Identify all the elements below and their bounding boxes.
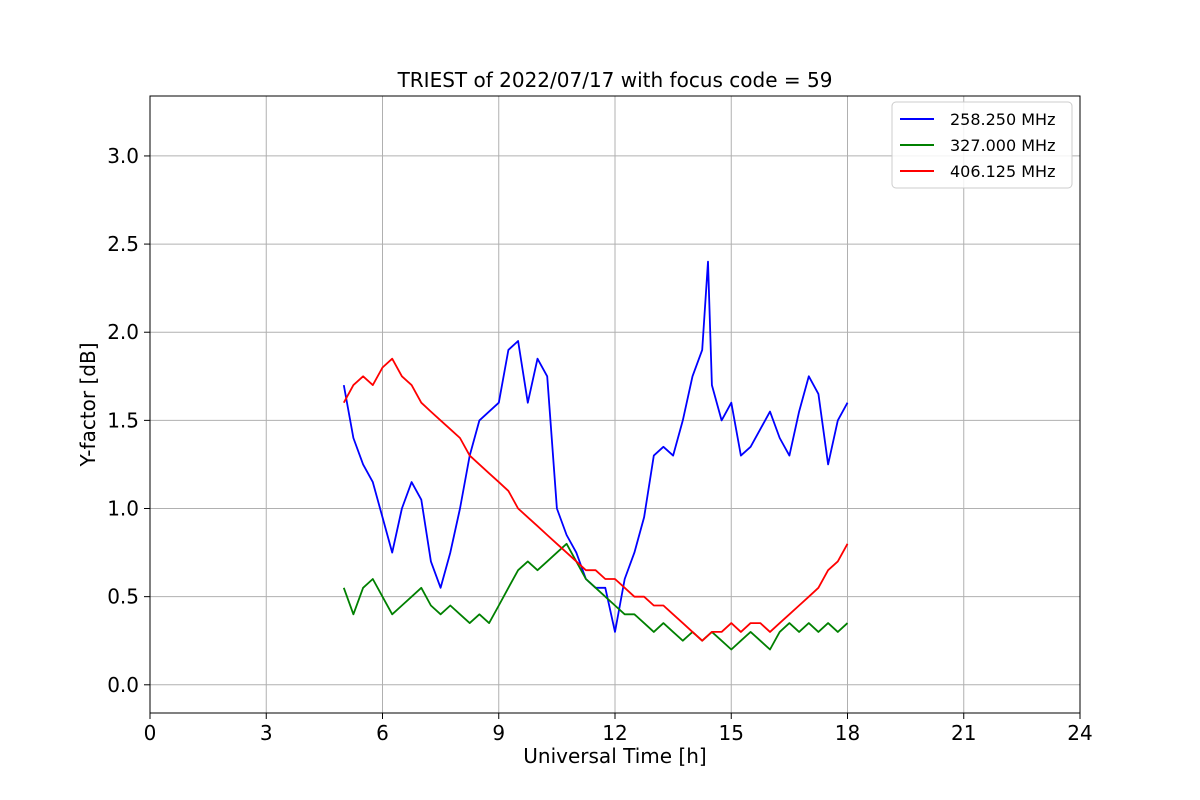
- legend: 258.250 MHz 327.000 MHz 406.125 MHz: [891, 101, 1073, 189]
- y-tick-label: 2.5: [107, 232, 139, 256]
- legend-label-3: 406.125 MHz: [950, 162, 1055, 181]
- y-axis-ticks: 0.0 0.5 1.0 1.5 2.0 2.5 3.0: [107, 144, 150, 697]
- y-tick-label: 0.0: [107, 673, 139, 697]
- legend-label-2: 327.000 MHz: [950, 136, 1055, 155]
- x-tick-label: 18: [835, 721, 860, 745]
- legend-box: [891, 101, 1073, 189]
- x-tick-label: 9: [492, 721, 505, 745]
- x-axis-label: Universal Time [h]: [523, 744, 706, 768]
- y-tick-label: 0.5: [107, 585, 139, 609]
- x-tick-label: 15: [719, 721, 744, 745]
- y-tick-label: 1.5: [107, 408, 139, 432]
- series-line-2: [342, 542, 849, 651]
- x-tick-label: 0: [144, 721, 157, 745]
- y-tick-label: 1.0: [107, 497, 139, 521]
- x-tick-label: 24: [1067, 721, 1092, 745]
- series-layer: [342, 260, 849, 651]
- x-tick-label: 3: [260, 721, 273, 745]
- x-tick-label: 6: [376, 721, 389, 745]
- y-tick-label: 2.0: [107, 320, 139, 344]
- y-tick-label: 3.0: [107, 144, 139, 168]
- chart-title: TRIEST of 2022/07/17 with focus code = 5…: [397, 68, 833, 92]
- series-line-3: [343, 357, 849, 642]
- x-axis-ticks: 0 3 6 9 12 15 18 21 24: [144, 713, 1093, 745]
- legend-label-1: 258.250 MHz: [950, 110, 1055, 129]
- x-tick-label: 12: [602, 721, 627, 745]
- series-line-1: [342, 260, 849, 633]
- y-axis-label: Y-factor [dB]: [76, 342, 100, 467]
- x-tick-label: 21: [951, 721, 976, 745]
